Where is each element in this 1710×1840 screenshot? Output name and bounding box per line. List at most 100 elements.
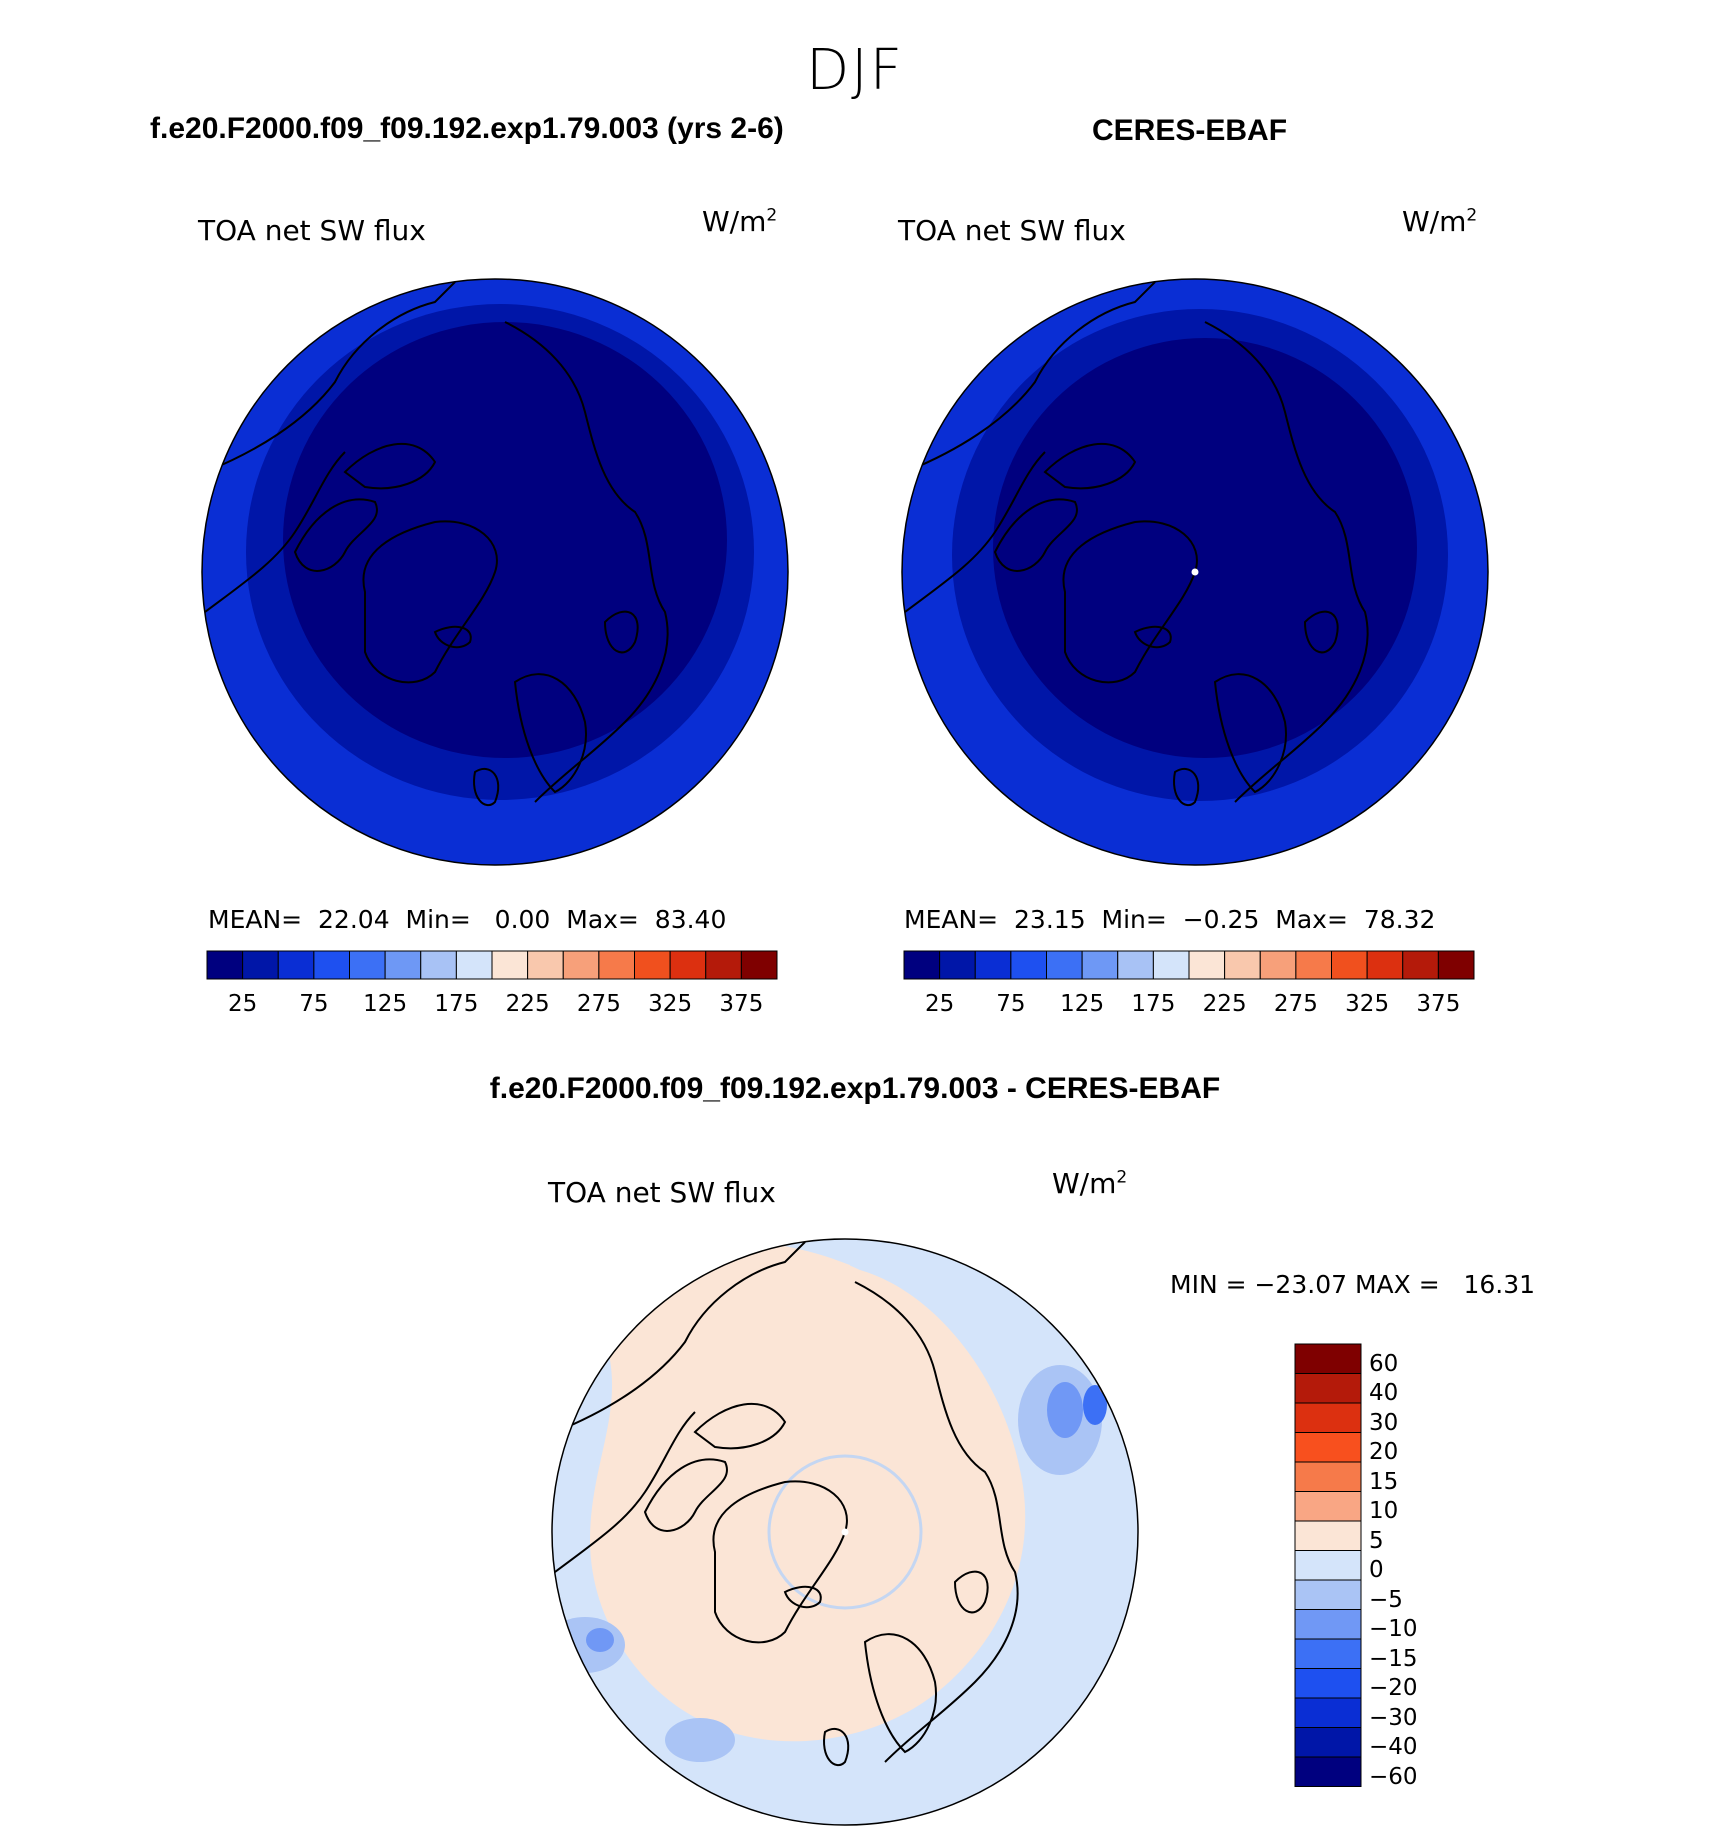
colorbar-swatch <box>527 950 564 980</box>
coastline-segment <box>204 451 346 613</box>
model-units-label: W/m2 <box>702 205 778 238</box>
model-colorbar <box>206 950 778 980</box>
coastline-segment <box>204 281 456 473</box>
colorbar-tick-label: 25 <box>227 991 258 1017</box>
coastline-segment <box>993 498 1078 572</box>
colorbar-tick-label: 20 <box>1369 1439 1399 1466</box>
colorbar-swatch <box>1294 1461 1362 1492</box>
colorbar-swatch <box>1046 950 1083 980</box>
coastline-segment <box>1133 625 1172 649</box>
colorbar-swatch <box>1437 950 1475 980</box>
obs-pole-marker <box>1191 568 1199 576</box>
diff-map-neg-patch-4 <box>1083 1385 1107 1425</box>
colorbar-tick-label: −60 <box>1369 1763 1418 1790</box>
colorbar-tick-label: 225 <box>505 991 550 1017</box>
diff-coastlines <box>554 1241 1019 1767</box>
coastline-segment <box>904 451 1046 613</box>
coastline-segment <box>362 520 498 684</box>
colorbar-tick-label: 75 <box>996 991 1026 1017</box>
obs-panel-title: CERES-EBAF <box>1092 114 1288 147</box>
diff-units-label: W/m2 <box>1052 1167 1128 1200</box>
model-panel-title: f.e20.F2000.f09_f09.192.exp1.79.003 (yrs… <box>150 112 784 145</box>
colorbar-swatch <box>455 950 493 980</box>
coastline-segment <box>343 443 437 490</box>
colorbar-swatch <box>277 950 315 980</box>
colorbar-tick-label: −20 <box>1369 1675 1418 1702</box>
colorbar-tick-label: 175 <box>1131 991 1176 1017</box>
coastline-segment <box>693 1403 787 1450</box>
coastline-segment <box>1043 443 1137 490</box>
colorbar-swatch <box>420 950 457 980</box>
colorbar-swatch <box>1294 1343 1362 1374</box>
diff-colorbar <box>1294 1343 1362 1787</box>
colorbar-swatch <box>1366 950 1404 980</box>
colorbar-tick-label: 225 <box>1202 991 1247 1017</box>
diff-map-neg-patch-1 <box>552 1617 625 1673</box>
colorbar-swatch <box>1294 1579 1362 1610</box>
obs-map-inner-band <box>993 338 1417 758</box>
colorbar-swatch <box>1117 950 1154 980</box>
obs-map-border <box>901 278 1489 866</box>
diff-map-border <box>551 1238 1139 1826</box>
colorbar-tick-label: −5 <box>1369 1586 1403 1613</box>
colorbar-swatch <box>1294 1727 1362 1758</box>
colorbar-swatch <box>1294 1638 1362 1669</box>
coastline-segment <box>1213 673 1287 794</box>
colorbar-tick-label: 30 <box>1369 1409 1399 1436</box>
colorbar-tick-label: 325 <box>648 991 693 1017</box>
coastline-segment <box>1173 767 1200 807</box>
colorbar-swatch <box>634 950 671 980</box>
diff-map-neg-patch-5 <box>586 1628 614 1652</box>
obs-stats: MEAN= 23.15 Min= −0.25 Max= 78.32 <box>904 905 1436 934</box>
colorbar-tick-label: 175 <box>434 991 479 1017</box>
colorbar-swatch <box>598 950 635 980</box>
colorbar-swatch <box>1224 950 1261 980</box>
colorbar-tick-label: 125 <box>363 991 408 1017</box>
diff-map-neg-patch-3 <box>1047 1382 1083 1438</box>
colorbar-swatch <box>1081 950 1119 980</box>
diff-panel-title: f.e20.F2000.f09_f09.192.exp1.79.003 - CE… <box>489 1072 1221 1105</box>
diff-map-positive-region <box>590 1239 1026 1742</box>
diff-variable-label: TOA net SW flux <box>548 1176 776 1209</box>
colorbar-swatch <box>1010 950 1047 980</box>
colorbar-tick-label: 10 <box>1369 1498 1399 1525</box>
obs-variable-label: TOA net SW flux <box>898 214 1126 247</box>
colorbar-swatch <box>1294 1373 1362 1404</box>
colorbar-tick-label: −40 <box>1369 1734 1418 1761</box>
coastline-segment <box>473 767 500 807</box>
coastline-segment <box>504 321 669 803</box>
colorbar-swatch <box>1294 1697 1362 1728</box>
colorbar-tick-label: 75 <box>299 991 329 1017</box>
colorbar-swatch <box>1259 950 1297 980</box>
colorbar-tick-label: −15 <box>1369 1645 1418 1672</box>
colorbar-swatch <box>974 950 1012 980</box>
model-map-border <box>201 278 789 866</box>
coastline-segment <box>1303 610 1339 654</box>
colorbar-swatch <box>1294 1550 1362 1581</box>
colorbar-swatch <box>1152 950 1190 980</box>
colorbar-tick-label: 275 <box>1273 991 1318 1017</box>
colorbar-swatch <box>562 950 600 980</box>
colorbar-tick-label: 375 <box>719 991 764 1017</box>
coastline-segment <box>904 281 1156 473</box>
colorbar-swatch <box>1294 1432 1362 1463</box>
obs-coastlines <box>904 281 1369 807</box>
colorbar-swatch <box>313 950 350 980</box>
coastline-segment <box>433 625 472 649</box>
colorbar-swatch <box>1294 1756 1362 1787</box>
colorbar-tick-label: 0 <box>1369 1557 1384 1584</box>
coastline-segment <box>513 673 587 794</box>
obs-polar-map <box>902 279 1488 865</box>
coastline-segment <box>603 610 639 654</box>
colorbar-swatch <box>206 950 244 980</box>
colorbar-swatch <box>1295 950 1332 980</box>
colorbar-tick-label: 375 <box>1416 991 1461 1017</box>
diff-map-neg-patch-6 <box>665 1718 735 1762</box>
colorbar-swatch <box>669 950 707 980</box>
colorbar-swatch <box>242 950 279 980</box>
colorbar-swatch <box>491 950 529 980</box>
season-title: DJF <box>806 38 904 103</box>
colorbar-swatch <box>1294 1609 1362 1640</box>
diff-pole-marker <box>841 1528 849 1536</box>
